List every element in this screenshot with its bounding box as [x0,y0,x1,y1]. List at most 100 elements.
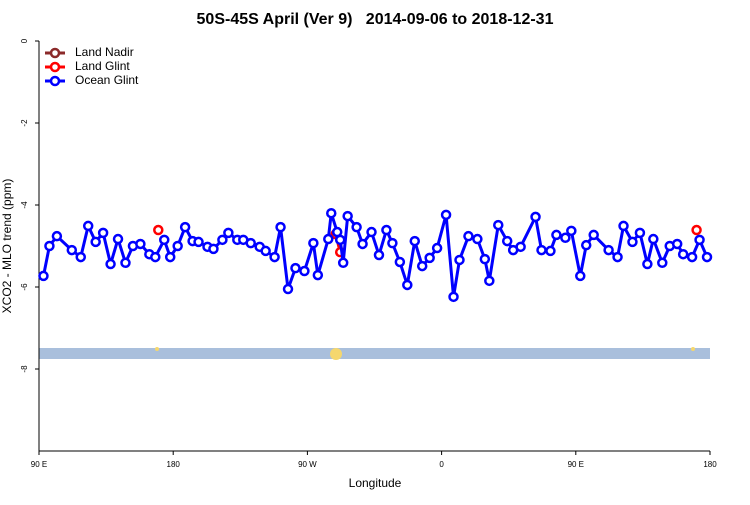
point [454,254,465,266]
point [217,234,228,246]
point [342,210,353,222]
point [677,248,689,260]
y-tick-label: -2 [20,119,29,127]
point [566,225,577,237]
surface-band [39,348,710,359]
point [657,257,668,269]
point [351,221,362,233]
legend-marker [49,47,61,59]
point [545,245,556,257]
point [97,227,109,239]
point [312,269,324,281]
point [648,233,659,245]
x-axis-label: Longitude [349,476,402,490]
point [501,235,513,247]
land-spot [330,348,342,360]
point [38,270,49,282]
legend-label: Ocean Glint [75,73,139,87]
point [536,244,547,256]
x-tick-label: 90 E [31,460,47,469]
y-tick-label: -6 [20,283,29,291]
point [588,229,599,241]
point [337,257,349,269]
point [299,265,310,277]
point [627,236,638,248]
point [75,251,87,263]
point [479,253,491,265]
point [323,233,334,245]
point [373,249,385,261]
y-tick-label: -4 [20,201,29,209]
point [159,234,170,246]
point [402,279,413,291]
x-tick-label: 180 [167,460,181,469]
legend-marker [49,75,61,87]
x-tick-label: 90 W [298,460,317,469]
point [223,227,234,239]
y-tick-label: 0 [20,38,29,43]
point [179,221,191,233]
legend-label: Land Nadir [75,45,134,59]
point [580,239,592,251]
point [357,238,368,250]
point [440,209,452,221]
point [51,230,63,242]
point [551,229,562,241]
point [463,230,474,242]
point [381,224,392,236]
point [282,283,294,295]
point [193,236,204,248]
x-tick-label: 180 [703,460,717,469]
point [120,257,131,269]
point [153,224,164,236]
point [275,221,286,233]
legend-label: Land Glint [75,59,130,73]
point [530,211,541,223]
chart-title: 50S-45S April (Ver 9) 2014-09-06 to 2018… [197,11,554,28]
point [308,237,319,249]
point [694,234,705,246]
legend-marker [49,61,61,73]
point [515,241,526,253]
point [484,275,495,287]
point [334,234,346,246]
point [634,227,646,239]
point [448,291,459,303]
point [366,226,377,238]
point [686,251,698,263]
point [172,240,183,252]
point [424,252,435,264]
point [290,262,301,274]
point [150,251,161,263]
x-tick-label: 90 E [568,460,584,469]
point [387,237,398,249]
point [493,219,504,231]
point [44,240,55,252]
point [618,220,629,232]
point [260,245,271,257]
land-spot [155,347,159,351]
point [90,236,101,248]
point [416,260,428,272]
point [164,251,176,263]
point [691,224,702,236]
y-tick-label: -8 [20,365,29,373]
point [603,244,614,256]
point [575,270,586,282]
point [394,256,406,268]
point [612,251,623,263]
point [105,258,116,270]
point [245,237,256,249]
point [112,233,124,245]
point [431,242,443,254]
point [135,238,146,250]
point [269,251,280,263]
point [472,233,483,245]
point [560,232,571,244]
point [409,235,421,247]
point [671,238,683,250]
point [701,251,713,263]
point [326,207,337,219]
x-tick-label: 0 [439,460,444,469]
